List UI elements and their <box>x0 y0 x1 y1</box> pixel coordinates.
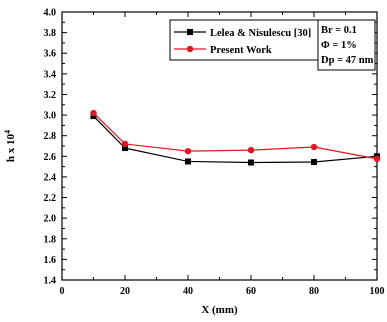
info-box: Br = 0.1 Φ = 1% Dp = 47 nm <box>317 19 376 71</box>
y-tick-label: 2.6 <box>44 152 57 163</box>
y-axis-title-base: h x 10 <box>5 133 17 162</box>
series-line <box>93 115 378 164</box>
data-point-circle <box>90 109 97 117</box>
x-tick-label: 40 <box>183 286 193 297</box>
legend-label: Present Work <box>210 45 272 56</box>
data-point-circle <box>184 147 192 155</box>
y-tick-label: 1.6 <box>44 255 57 266</box>
data-point-circle <box>247 146 255 154</box>
series-1 <box>90 109 381 163</box>
x-tick-label: 100 <box>370 286 385 297</box>
y-tick-label: 3.0 <box>44 111 57 122</box>
data-point-circle <box>121 140 129 148</box>
x-tick-label: 80 <box>309 286 319 297</box>
y-tick-label: 4.0 <box>44 8 57 19</box>
legend-label: Lelea & Nisulescu [30] <box>210 28 311 39</box>
y-tick-label: 3.2 <box>44 90 57 101</box>
x-tick-label: 0 <box>60 286 65 297</box>
info-annotation: Br = 0.1 <box>321 25 357 36</box>
y-tick-label: 1.8 <box>44 234 57 245</box>
info-annotation: Dp = 47 nm <box>321 55 374 66</box>
x-tick-label: 60 <box>246 286 256 297</box>
y-tick-label: 2.4 <box>44 172 57 183</box>
y-tick-label: 1.4 <box>44 276 57 287</box>
legend: Lelea & Nisulescu [30] Present Work <box>169 19 319 61</box>
data-point-square <box>311 158 317 165</box>
y-axis-title-exponent: 4 <box>3 130 12 134</box>
y-tick-label: 2.2 <box>44 193 57 204</box>
info-box-frame <box>317 19 376 71</box>
y-tick-label: 2.8 <box>44 131 57 142</box>
legend-frame <box>169 19 319 61</box>
y-tick-label: 2.0 <box>44 214 57 225</box>
y-tick-label: 3.4 <box>44 69 57 80</box>
y-tick-label: 3.8 <box>44 28 57 39</box>
x-tick-label: 20 <box>120 286 130 297</box>
legend-marker-circle <box>186 45 194 53</box>
y-tick-label: 3.6 <box>44 49 57 60</box>
data-point-square <box>185 158 191 165</box>
x-axis-title: X (mm) <box>201 304 238 316</box>
data-point-circle <box>373 155 381 163</box>
y-axis-title: h x 104 <box>3 130 17 162</box>
data-point-circle <box>310 143 318 151</box>
series-0 <box>90 113 380 166</box>
legend-marker-square <box>187 29 193 35</box>
data-point-square <box>122 145 128 152</box>
series-line <box>93 112 378 160</box>
info-annotation: Φ = 1% <box>321 40 357 51</box>
data-point-square <box>248 159 254 166</box>
